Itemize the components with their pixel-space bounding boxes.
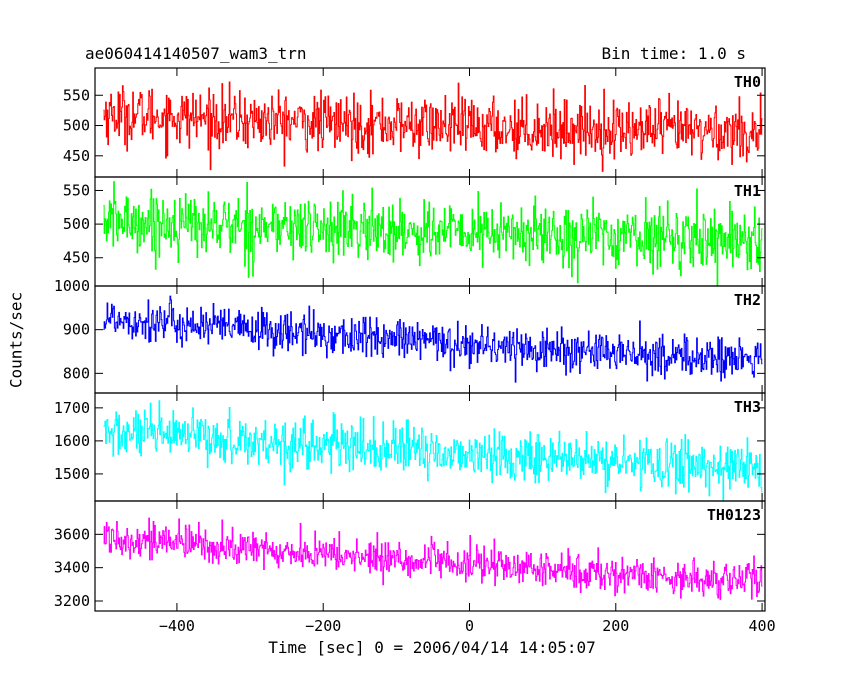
series-line-th2 [103,295,763,383]
y-tick-label: 1000 [54,277,90,295]
panel-label-th0: TH0 [734,73,761,91]
y-tick-label: 1700 [54,399,90,417]
panel-label-th3: TH3 [734,398,761,416]
bin-time-label: Bin time: 1.0 s [601,44,747,63]
series-line-th0123 [103,517,763,600]
y-tick-label: 500 [63,117,90,135]
x-tick-label: 0 [465,617,474,635]
y-tick-label: 1600 [54,432,90,450]
y-tick-label: 800 [63,364,90,382]
panel-label-th0123: TH0123 [707,506,761,524]
series-line-th3 [103,400,763,501]
x-axis-label: Time [sec] 0 = 2006/04/14 14:05:07 [268,638,596,657]
y-tick-label: 900 [63,321,90,339]
panel-frame-th0123 [94,500,766,612]
y-tick-label: 3600 [54,525,90,543]
x-tick-label: 200 [602,617,629,635]
y-tick-label: 450 [63,147,90,165]
y-tick-label: 3400 [54,559,90,577]
x-tick-label: −200 [305,617,341,635]
series-line-th0 [103,81,763,172]
series-line-th1 [103,181,763,286]
y-tick-label: 500 [63,215,90,233]
y-tick-label: 3200 [54,592,90,610]
chart-title: ae060414140507_wam3_trn [85,44,307,63]
y-tick-label: 550 [63,86,90,104]
y-tick-label: 450 [63,249,90,267]
y-tick-label: 1500 [54,465,90,483]
y-tick-label: 550 [63,181,90,199]
panel-label-th2: TH2 [734,291,761,309]
x-tick-label: 400 [749,617,776,635]
panel-label-th1: TH1 [734,182,761,200]
x-tick-label: −400 [159,617,195,635]
y-axis-label: Counts/sec [6,291,26,389]
